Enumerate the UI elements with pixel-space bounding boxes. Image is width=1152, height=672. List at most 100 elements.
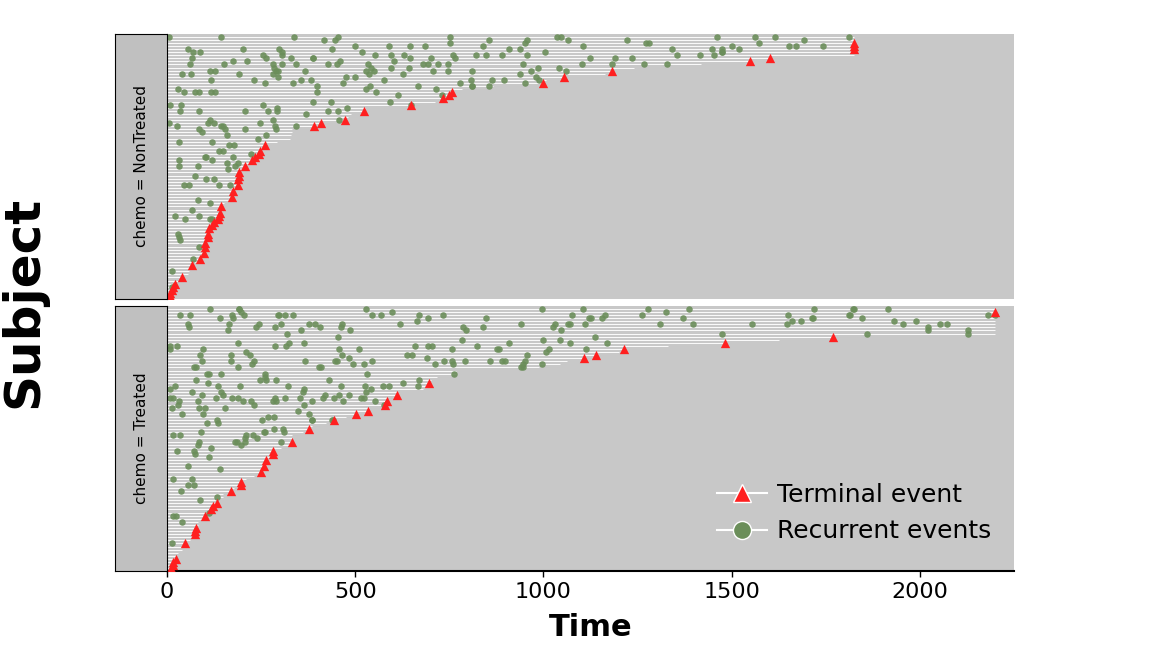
Point	[220, 319, 238, 330]
Point	[311, 118, 329, 128]
Point	[242, 396, 260, 407]
Point	[380, 96, 399, 107]
Point	[713, 47, 732, 58]
Point	[615, 343, 634, 354]
Point	[210, 146, 228, 157]
Point	[189, 195, 207, 206]
Point	[196, 403, 214, 413]
Point	[245, 356, 264, 367]
Point	[168, 399, 187, 410]
Point	[300, 409, 318, 419]
X-axis label: Time: Time	[548, 613, 632, 642]
Point	[394, 378, 412, 388]
Point	[265, 424, 283, 435]
Point	[547, 32, 566, 42]
Point	[433, 310, 452, 321]
Point	[215, 124, 234, 134]
Point	[442, 87, 461, 97]
Point	[209, 214, 227, 224]
Point	[164, 282, 182, 292]
Point	[172, 106, 190, 116]
Point	[173, 69, 191, 79]
Point	[257, 53, 275, 64]
Point	[167, 121, 185, 132]
Point	[537, 347, 555, 358]
Point	[264, 62, 282, 73]
Point	[574, 304, 592, 314]
Point	[189, 396, 207, 407]
Point	[184, 479, 203, 490]
Point	[408, 316, 426, 327]
Point	[381, 62, 400, 73]
Point	[275, 427, 294, 437]
Point	[204, 501, 222, 512]
Point	[169, 136, 188, 147]
Point	[218, 130, 236, 141]
Point	[552, 32, 570, 42]
Point	[978, 310, 996, 321]
Point	[477, 50, 495, 60]
Point	[164, 556, 182, 567]
Point	[196, 152, 214, 163]
Point	[198, 232, 217, 243]
Point	[328, 331, 347, 342]
Point	[236, 430, 255, 441]
Point	[326, 34, 344, 45]
Point	[243, 430, 262, 441]
Point	[683, 319, 702, 330]
Point	[530, 75, 548, 85]
Point	[419, 378, 438, 388]
Point	[907, 316, 925, 327]
Point	[561, 337, 579, 348]
Point	[397, 349, 416, 360]
Point	[363, 356, 381, 367]
Point	[604, 59, 622, 70]
Point	[662, 44, 681, 54]
Point	[296, 65, 314, 76]
Point	[281, 53, 300, 64]
Point	[180, 322, 198, 333]
Point	[372, 310, 391, 321]
Point	[267, 124, 286, 134]
Point	[191, 495, 210, 505]
Point	[215, 59, 234, 70]
Point	[183, 387, 202, 398]
Point	[341, 325, 359, 336]
Point	[185, 362, 204, 373]
Point	[803, 312, 821, 323]
Point	[303, 396, 321, 407]
Point	[323, 44, 341, 54]
Point	[463, 81, 482, 91]
Point	[210, 179, 228, 190]
Point	[185, 446, 204, 456]
Point	[335, 115, 354, 126]
Point	[402, 99, 420, 110]
Text: chemo = Treated: chemo = Treated	[134, 373, 149, 504]
Point	[745, 32, 764, 42]
Point	[480, 34, 499, 45]
Point	[184, 47, 203, 58]
Point	[958, 328, 977, 339]
Point	[516, 356, 535, 367]
Point	[189, 161, 207, 172]
Point	[164, 510, 182, 521]
Point	[986, 306, 1005, 317]
Point	[172, 486, 190, 497]
Point	[804, 312, 823, 323]
Point	[199, 118, 218, 128]
Point	[250, 149, 268, 159]
Point	[303, 53, 321, 64]
Point	[217, 403, 235, 413]
Point	[222, 486, 241, 497]
Point	[295, 399, 313, 410]
Point	[221, 349, 240, 360]
Point	[715, 337, 734, 348]
Point	[235, 161, 253, 172]
Point	[402, 99, 420, 110]
Point	[329, 343, 348, 354]
Point	[713, 44, 732, 54]
Point	[276, 341, 295, 351]
Point	[365, 50, 384, 60]
Point	[730, 44, 749, 54]
Point	[308, 87, 326, 97]
